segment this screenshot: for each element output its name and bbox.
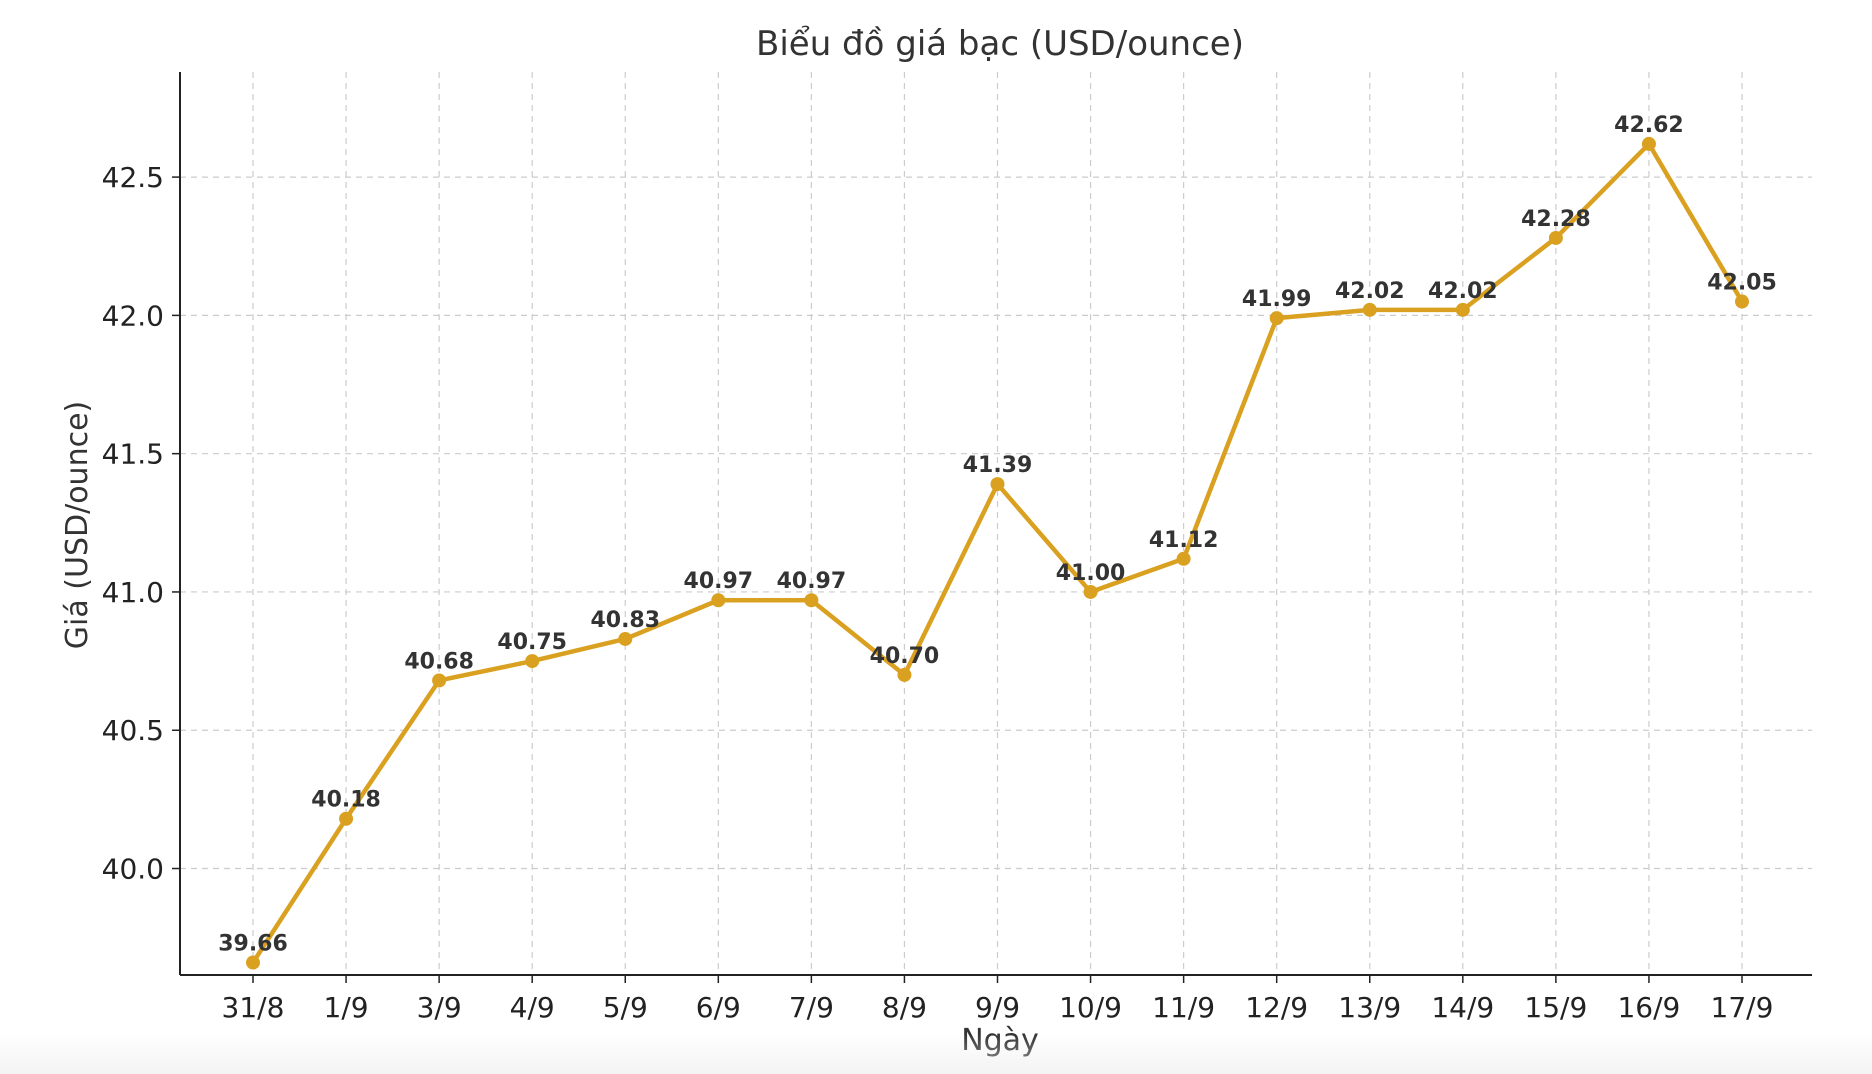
data-point (246, 955, 260, 970)
data-label: 39.66 (218, 932, 288, 957)
data-label: 41.00 (1056, 561, 1126, 586)
grid-lines (180, 72, 1812, 975)
data-point (990, 477, 1005, 492)
x-tick-label: 12/9 (1245, 991, 1308, 1024)
data-label: 40.97 (777, 569, 847, 594)
x-tick-label: 11/9 (1152, 991, 1215, 1024)
data-label: 42.28 (1521, 207, 1591, 232)
data-label: 42.62 (1614, 113, 1684, 138)
data-label: 40.75 (497, 630, 567, 655)
data-label: 40.83 (590, 608, 660, 633)
data-point (804, 593, 819, 608)
x-tick-label: 6/9 (696, 991, 741, 1024)
x-tick-label: 1/9 (324, 991, 369, 1024)
y-axis-label: Giá (USD/ounce) (60, 401, 95, 649)
x-tick-label: 16/9 (1617, 991, 1680, 1024)
data-label: 41.99 (1242, 287, 1312, 312)
x-tick-label: 13/9 (1338, 991, 1401, 1024)
x-tick-label: 15/9 (1524, 991, 1587, 1024)
data-point (1362, 302, 1377, 317)
data-label: 40.97 (684, 569, 754, 594)
data-label: 42.02 (1428, 279, 1498, 304)
x-tick-label: 14/9 (1431, 991, 1494, 1024)
y-tick-label: 42.5 (102, 161, 164, 194)
data-label: 40.18 (311, 788, 381, 813)
data-label: 42.02 (1335, 279, 1405, 304)
y-tick-label: 40.0 (102, 853, 164, 886)
x-tick-label: 5/9 (603, 991, 648, 1024)
data-point (1269, 311, 1284, 326)
data-point (1548, 230, 1563, 245)
x-tick-label: 31/8 (222, 991, 285, 1024)
x-tick-label: 10/9 (1059, 991, 1122, 1024)
data-point (1083, 584, 1098, 599)
data-point (525, 654, 540, 669)
chart-title: Biểu đồ giá bạc (USD/ounce) (756, 24, 1244, 64)
data-label: 40.70 (870, 644, 940, 669)
data-point (1176, 551, 1191, 566)
y-tick-label: 41.0 (102, 576, 164, 609)
x-tick-label: 8/9 (882, 991, 927, 1024)
data-point (432, 673, 447, 688)
y-tick-label: 40.5 (102, 714, 164, 747)
data-point (1735, 294, 1749, 309)
data-labels: 39.66 40.18 40.68 40.75 40.83 40.97 40.97 40.70… (218, 113, 1777, 957)
data-label: 42.05 (1707, 271, 1777, 296)
x-tick-label: 9/9 (975, 991, 1020, 1024)
x-tick-label: 3/9 (417, 991, 462, 1024)
data-label: 40.68 (404, 649, 474, 674)
data-point (1641, 136, 1656, 151)
data-point (618, 631, 633, 646)
data-label: 41.39 (963, 453, 1033, 478)
series (246, 136, 1749, 970)
data-point (711, 593, 726, 608)
data-point (339, 811, 354, 826)
bottom-shade (0, 1034, 1872, 1074)
y-axis-ticks: 40.0 40.5 41.0 41.5 42.0 42.5 (102, 161, 180, 886)
y-tick-label: 42.0 (102, 299, 164, 332)
x-axis-ticks: 31/8 1/9 3/9 4/9 5/9 6/9 7/9 8/9 9/9 10/9 11/9 12/9… (222, 975, 1774, 1024)
y-tick-label: 41.5 (102, 438, 164, 471)
x-tick-label: 17/9 (1711, 991, 1774, 1024)
data-point (897, 667, 912, 682)
x-tick-label: 7/9 (789, 991, 834, 1024)
data-label: 41.12 (1149, 528, 1219, 553)
axes (179, 72, 1812, 976)
data-point (1455, 302, 1470, 317)
series-line (251, 141, 1744, 964)
x-tick-label: 4/9 (510, 991, 555, 1024)
